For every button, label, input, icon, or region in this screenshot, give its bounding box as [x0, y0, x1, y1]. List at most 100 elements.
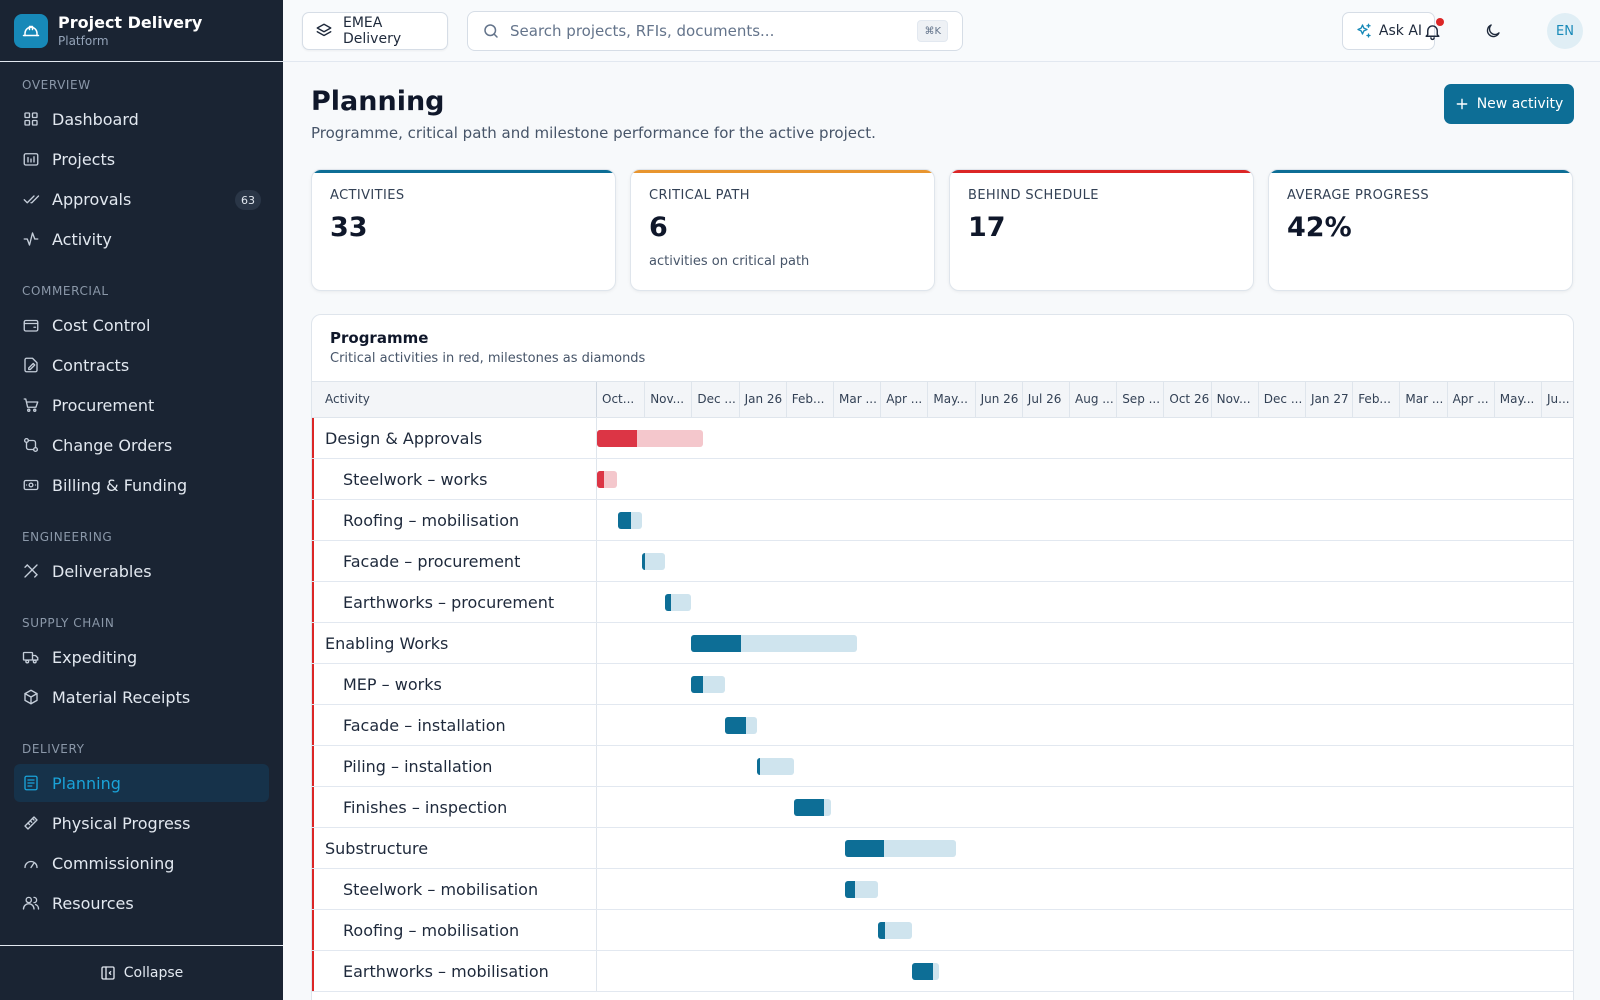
ask-ai-button[interactable]: Ask AI	[1342, 12, 1435, 50]
sidebar-item-commissioning[interactable]: Commissioning	[14, 844, 269, 882]
timeline-month-label: Ju...	[1541, 382, 1573, 418]
sidebar-item-activity[interactable]: Activity	[14, 220, 269, 258]
activity-bar[interactable]	[691, 635, 857, 652]
new-activity-button[interactable]: New activity	[1444, 84, 1574, 124]
row-accent-edge	[312, 418, 314, 458]
brand-subtitle: Platform	[58, 33, 109, 48]
activity-bar[interactable]	[757, 758, 795, 775]
activity-name: Steelwork – mobilisation	[343, 879, 539, 899]
activity-bar[interactable]	[844, 840, 956, 857]
sidebar-item-approvals[interactable]: Approvals 63	[14, 180, 269, 218]
kpi-value: 6	[649, 212, 668, 243]
sidebar-item-cost-control[interactable]: Cost Control	[14, 306, 269, 344]
gantt-group-row[interactable]: Substructure	[312, 828, 1573, 869]
column-divider	[596, 623, 597, 663]
contract-icon	[22, 356, 40, 374]
activity-progress-fill	[757, 758, 761, 775]
sidebar-item-label: Expediting	[52, 647, 138, 667]
activity-progress-fill	[597, 430, 638, 447]
column-divider	[596, 705, 597, 745]
activity-bar[interactable]	[665, 594, 692, 611]
activity-bar[interactable]	[618, 512, 642, 529]
activity-bar[interactable]	[725, 717, 758, 734]
gantt-activity-row[interactable]: Facade – procurement	[312, 541, 1573, 582]
workspace-switcher-button[interactable]: EMEA Delivery	[302, 12, 448, 50]
sidebar-item-planning[interactable]: Planning	[14, 764, 269, 802]
notifications-button[interactable]	[1416, 15, 1448, 47]
row-accent-edge	[312, 910, 314, 950]
sidebar-item-deliverables[interactable]: Deliverables	[14, 552, 269, 590]
timeline-month-label: Oct...	[602, 392, 635, 406]
column-divider	[596, 582, 597, 622]
sidebar-item-dashboard[interactable]: Dashboard	[14, 100, 269, 138]
users-icon	[22, 894, 40, 912]
kpi-accent-bar	[631, 170, 934, 173]
kpi-label: BEHIND SCHEDULE	[968, 188, 1099, 203]
gantt-track	[597, 541, 1573, 581]
activity-bar[interactable]	[844, 881, 878, 898]
gantt-group-row[interactable]: Design & Approvals	[312, 418, 1573, 459]
gantt-activity-row[interactable]: MEP – works	[312, 664, 1573, 705]
kpi-accent-bar	[1269, 170, 1572, 173]
activity-progress-fill	[691, 676, 704, 693]
ask-ai-label: Ask AI	[1378, 23, 1423, 39]
critical-activity-bar[interactable]	[597, 430, 704, 447]
gantt-activity-row[interactable]: Steelwork – mobilisation	[312, 869, 1573, 910]
activity-bar[interactable]	[691, 676, 726, 693]
sidebar-item-procurement[interactable]: Procurement	[14, 386, 269, 424]
sidebar-item-projects[interactable]: Projects	[14, 140, 269, 178]
column-divider	[596, 418, 597, 458]
sidebar-item-label: Approvals	[52, 189, 132, 209]
search-box[interactable]: ⌘K	[467, 11, 963, 51]
sidebar-item-resources[interactable]: Resources	[14, 884, 269, 922]
sidebar-item-expediting[interactable]: Expediting	[14, 638, 269, 676]
activity-progress-fill	[844, 840, 884, 857]
activity-name: MEP – works	[343, 674, 442, 694]
sidebar-item-physical-progress[interactable]: Physical Progress	[14, 804, 269, 842]
sidebar-item-change-orders[interactable]: Change Orders	[14, 426, 269, 464]
sidebar-item-label: Billing & Funding	[52, 475, 188, 495]
search-input[interactable]	[510, 22, 890, 40]
gantt-track	[597, 459, 1573, 499]
collapse-button[interactable]: Collapse	[0, 945, 283, 1000]
sidebar-item-material-receipts[interactable]: Material Receipts	[14, 678, 269, 716]
sidebar-item-contracts[interactable]: Contracts	[14, 346, 269, 384]
timeline-month-label: Feb...	[785, 382, 833, 418]
activity-bar[interactable]	[877, 922, 912, 939]
activity-name: Enabling Works	[325, 633, 449, 653]
nav-section-title: ENGINEERING	[22, 530, 113, 544]
gantt-activity-row[interactable]: Earthworks – mobilisation	[312, 951, 1573, 992]
sparkles-icon	[1355, 22, 1373, 40]
gantt-activity-row[interactable]: Finishes – inspection	[312, 787, 1573, 828]
timeline-month-label: Apr ...	[1446, 382, 1494, 418]
gantt-activity-row[interactable]: Earthworks – procurement	[312, 582, 1573, 623]
gantt-activity-row[interactable]: Roofing – mobilisation	[312, 910, 1573, 951]
timeline-month-label: Jan 27	[1305, 382, 1352, 418]
gantt-activity-row[interactable]: Steelwork – works	[312, 459, 1573, 500]
row-accent-edge	[312, 582, 314, 622]
gantt-track	[597, 828, 1573, 868]
activity-bar[interactable]	[641, 553, 666, 570]
activity-progress-fill	[641, 553, 645, 570]
sidebar-item-label: Physical Progress	[52, 813, 191, 833]
column-divider	[596, 951, 597, 991]
kpi-label: CRITICAL PATH	[649, 188, 750, 203]
gantt-activity-row[interactable]: Piling – installation	[312, 746, 1573, 787]
sidebar-item-billing-funding[interactable]: Billing & Funding	[14, 466, 269, 504]
activity-bar[interactable]	[794, 799, 831, 816]
avatar[interactable]: EN	[1547, 13, 1583, 49]
timeline-month-label: Jun 26	[974, 382, 1022, 418]
nav-section-title: DELIVERY	[22, 742, 85, 756]
brand[interactable]: Project Delivery Platform	[0, 0, 283, 62]
activity-bar[interactable]	[911, 963, 939, 980]
sidebar-item-label: Change Orders	[52, 435, 173, 455]
sidebar-item-label: Resources	[52, 893, 134, 913]
billing-icon	[22, 476, 40, 494]
gantt-activity-row[interactable]: Facade – installation	[312, 705, 1573, 746]
theme-toggle-button[interactable]	[1477, 15, 1509, 47]
critical-activity-bar[interactable]	[597, 471, 618, 488]
row-accent-edge	[312, 951, 314, 991]
gantt-group-row[interactable]: Enabling Works	[312, 623, 1573, 664]
activity-name: Roofing – mobilisation	[343, 510, 520, 530]
gantt-activity-row[interactable]: Roofing – mobilisation	[312, 500, 1573, 541]
